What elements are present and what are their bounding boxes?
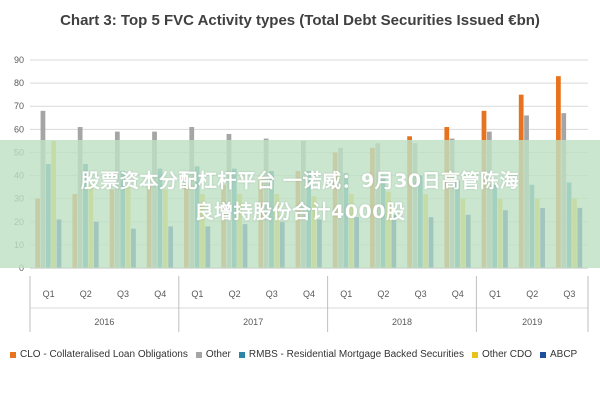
legend-item: ABCP xyxy=(540,349,577,360)
x-tick-label: Q1 xyxy=(340,289,352,299)
chart-legend: CLO - Collateralised Loan Obligations Oth… xyxy=(10,349,600,360)
legend-swatch xyxy=(471,351,478,358)
x-tick-label: Q2 xyxy=(229,289,241,299)
overlay-headline-line1: 股票资本分配杠杆平台 一诺威：9月30日高管陈海 xyxy=(80,170,520,192)
year-group-label: 2016 xyxy=(94,317,114,327)
legend-label: Other CDO xyxy=(481,349,532,360)
year-group-label: 2019 xyxy=(522,317,542,327)
y-tick-label: 70 xyxy=(14,101,24,111)
legend-label: Other xyxy=(205,349,231,360)
legend-item: Other CDO xyxy=(471,349,532,360)
legend-swatch xyxy=(195,351,202,358)
x-tick-label: Q1 xyxy=(191,289,203,299)
x-tick-label: Q1 xyxy=(489,289,501,299)
year-group-label: 2018 xyxy=(392,317,412,327)
legend-item: CLO - Collateralised Loan Obligations xyxy=(10,349,188,360)
x-tick-label: Q2 xyxy=(526,289,538,299)
overlay-banner xyxy=(0,140,600,268)
legend-label: CLO - Collateralised Loan Obligations xyxy=(20,349,188,360)
x-tick-label: Q3 xyxy=(117,289,129,299)
legend-label: RMBS - Residential Mortgage Backed Secur… xyxy=(248,349,464,360)
x-tick-label: Q3 xyxy=(266,289,278,299)
y-tick-label: 0 xyxy=(19,263,24,273)
y-tick-label: 60 xyxy=(14,124,24,134)
x-tick-label: Q3 xyxy=(563,289,575,299)
y-tick-label: 90 xyxy=(14,55,24,65)
x-tick-label: Q3 xyxy=(415,289,427,299)
x-tick-label: Q2 xyxy=(80,289,92,299)
chart-title: Chart 3: Top 5 FVC Activity types (Total… xyxy=(60,12,540,29)
legend-label: ABCP xyxy=(550,349,578,360)
x-tick-label: Q4 xyxy=(452,289,464,299)
x-tick-label: Q1 xyxy=(43,289,55,299)
legend-swatch xyxy=(10,351,16,358)
x-tick-label: Q4 xyxy=(154,289,166,299)
x-tick-label: Q4 xyxy=(303,289,315,299)
x-tick-label: Q2 xyxy=(377,289,389,299)
y-tick-label: 80 xyxy=(14,78,24,88)
legend-item: Other xyxy=(195,349,231,360)
legend-item: RMBS - Residential Mortgage Backed Secur… xyxy=(238,349,464,360)
legend-swatch xyxy=(540,351,546,358)
year-group-label: 2017 xyxy=(243,317,263,327)
legend-swatch xyxy=(238,351,245,358)
overlay-headline[interactable]: 股票资本分配杠杆平台 一诺威：9月30日高管陈海 良增持股份合计4000股 xyxy=(0,166,600,228)
overlay-headline-line2: 良增持股份合计4000股 xyxy=(194,201,406,223)
